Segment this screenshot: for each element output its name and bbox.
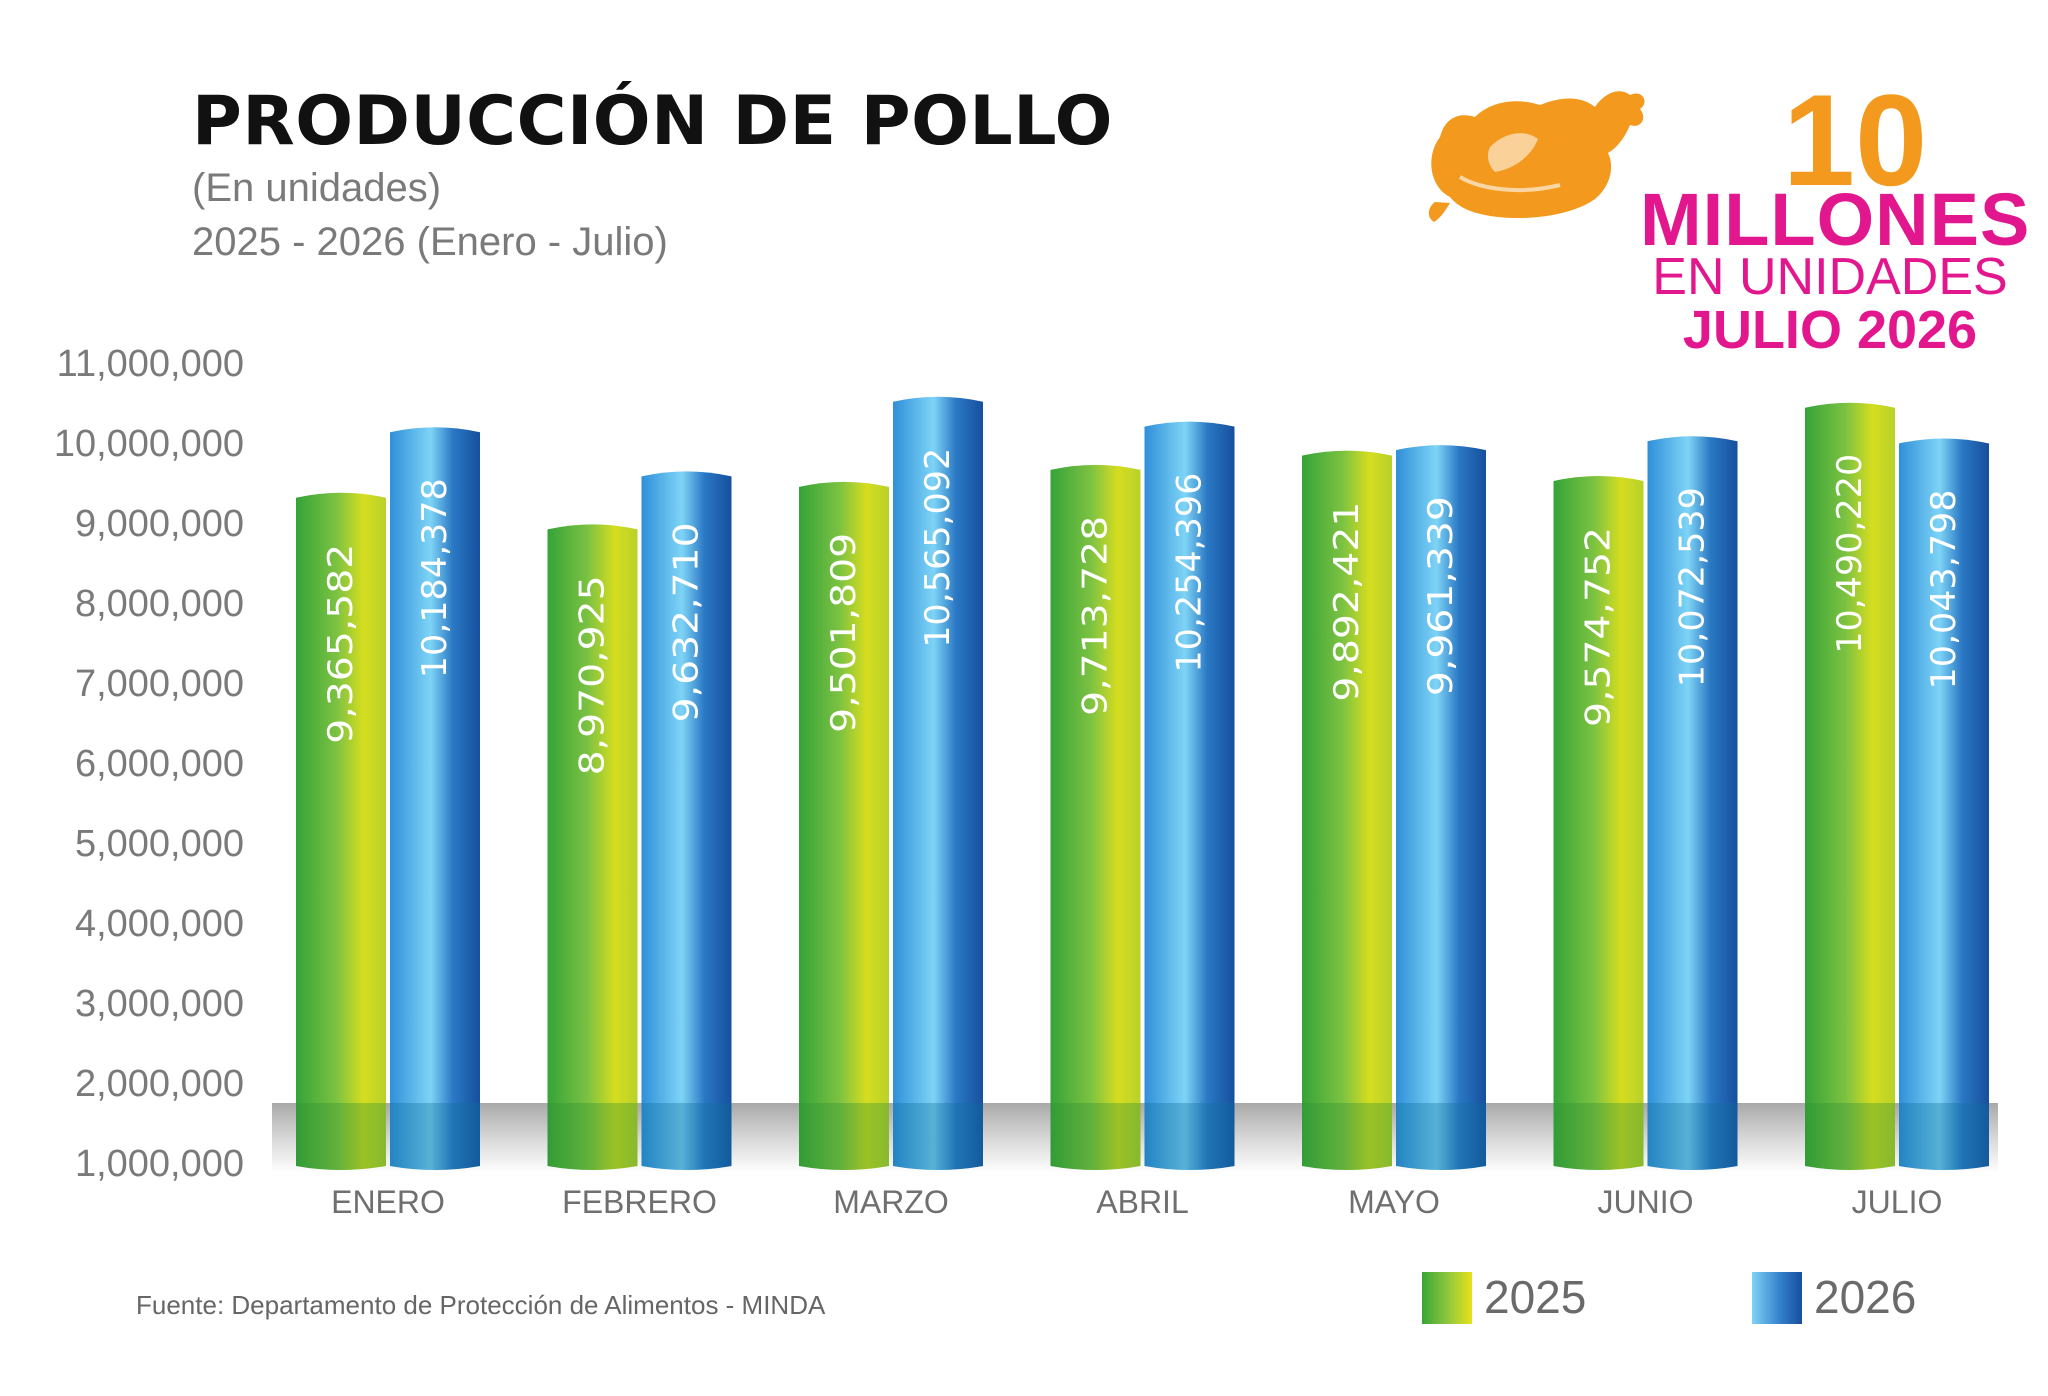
legend-label-2026: 2026	[1814, 1271, 1917, 1323]
bar-2026-enero: 10,184,378	[390, 427, 480, 1170]
badge-number: 10	[1782, 67, 1928, 213]
highlight-badge: 10 MILLONES EN UNIDADES JULIO 2026	[1420, 67, 2031, 365]
bar-2025-enero: 9,365,582	[296, 492, 386, 1170]
x-tick-label-febrero: FEBRERO	[562, 1184, 717, 1220]
data-label-2026-marzo: 10,565,092	[918, 448, 958, 648]
data-label-2026-febrero: 9,632,710	[667, 522, 707, 722]
y-tick-label: 10,000,000	[54, 423, 244, 465]
bar-2025-mayo: 9,892,421	[1302, 450, 1392, 1170]
y-tick-label: 8,000,000	[75, 583, 244, 625]
data-label-2026-mayo: 9,961,339	[1421, 496, 1461, 696]
bar-2026-julio: 10,043,798	[1899, 438, 1989, 1170]
data-label-2026-junio: 10,072,539	[1673, 487, 1713, 687]
x-tick-label-enero: ENERO	[331, 1184, 445, 1220]
data-label-2026-julio: 10,043,798	[1924, 489, 1964, 689]
legend-swatch-2026	[1752, 1272, 1802, 1324]
badge-units: EN UNIDADES	[1652, 248, 2008, 306]
bar-chart: 11,000,000 10,000,000 9,000,000 8,000,000 7,…	[54, 343, 1998, 1220]
x-tick-label-junio: JUNIO	[1598, 1184, 1694, 1220]
data-label-2025-abril: 9,713,728	[1076, 516, 1116, 716]
bar-2026-mayo: 9,961,339	[1396, 445, 1486, 1170]
bar-2025-abril: 9,713,728	[1050, 464, 1141, 1171]
y-tick-label: 4,000,000	[75, 903, 244, 945]
data-label-2026-enero: 10,184,378	[415, 478, 455, 678]
chicken-icon	[1428, 91, 1645, 222]
bar-2026-junio: 10,072,539	[1647, 436, 1738, 1170]
x-tick-label-mayo: MAYO	[1348, 1184, 1440, 1220]
bar-2025-julio: 10,490,220	[1805, 402, 1895, 1170]
data-label-2025-enero: 9,365,582	[321, 544, 361, 744]
data-label-2026-abril: 10,254,396	[1170, 473, 1210, 673]
bar-2026-marzo: 10,565,092	[893, 396, 983, 1171]
bar-2025-marzo: 9,501,809	[799, 481, 889, 1170]
bar-2026-abril: 10,254,396	[1144, 421, 1235, 1170]
bar-2026-febrero: 9,632,710	[641, 471, 732, 1170]
y-tick-label: 9,000,000	[75, 503, 244, 545]
x-tick-label-julio: JULIO	[1852, 1184, 1943, 1220]
chart-title: PRODUCCIÓN DE POLLO	[192, 82, 1113, 161]
badge-millions: MILLONES	[1640, 178, 2031, 261]
chart-subtitle-period: 2025 - 2026 (Enero - Julio)	[192, 220, 668, 264]
data-label-2025-marzo: 9,501,809	[824, 533, 864, 733]
x-tick-label-marzo: MARZO	[833, 1184, 949, 1220]
y-tick-label: 11,000,000	[57, 343, 244, 385]
y-tick-label: 5,000,000	[75, 823, 244, 865]
y-tick-label: 1,000,000	[75, 1143, 244, 1185]
legend-swatch-2025	[1422, 1272, 1472, 1324]
source-note: Fuente: Departamento de Protección de Al…	[136, 1290, 826, 1320]
y-tick-label: 3,000,000	[75, 983, 244, 1025]
chart-subtitle-units: (En unidades)	[192, 166, 442, 210]
badge-month: JULIO 2026	[1682, 300, 1978, 360]
x-tick-label-abril: ABRIL	[1096, 1184, 1188, 1220]
y-tick-label: 7,000,000	[75, 663, 244, 705]
data-label-2025-julio: 10,490,220	[1830, 454, 1870, 654]
legend-label-2025: 2025	[1484, 1271, 1587, 1323]
y-tick-label: 6,000,000	[75, 743, 244, 785]
data-label-2025-junio: 9,574,752	[1579, 527, 1619, 727]
y-tick-label: 2,000,000	[75, 1063, 244, 1105]
bar-2025-junio: 9,574,752	[1553, 476, 1644, 1170]
data-label-2025-febrero: 8,970,925	[573, 575, 613, 775]
data-label-2025-mayo: 9,892,421	[1327, 502, 1367, 702]
bar-2025-febrero: 8,970,925	[547, 524, 638, 1170]
